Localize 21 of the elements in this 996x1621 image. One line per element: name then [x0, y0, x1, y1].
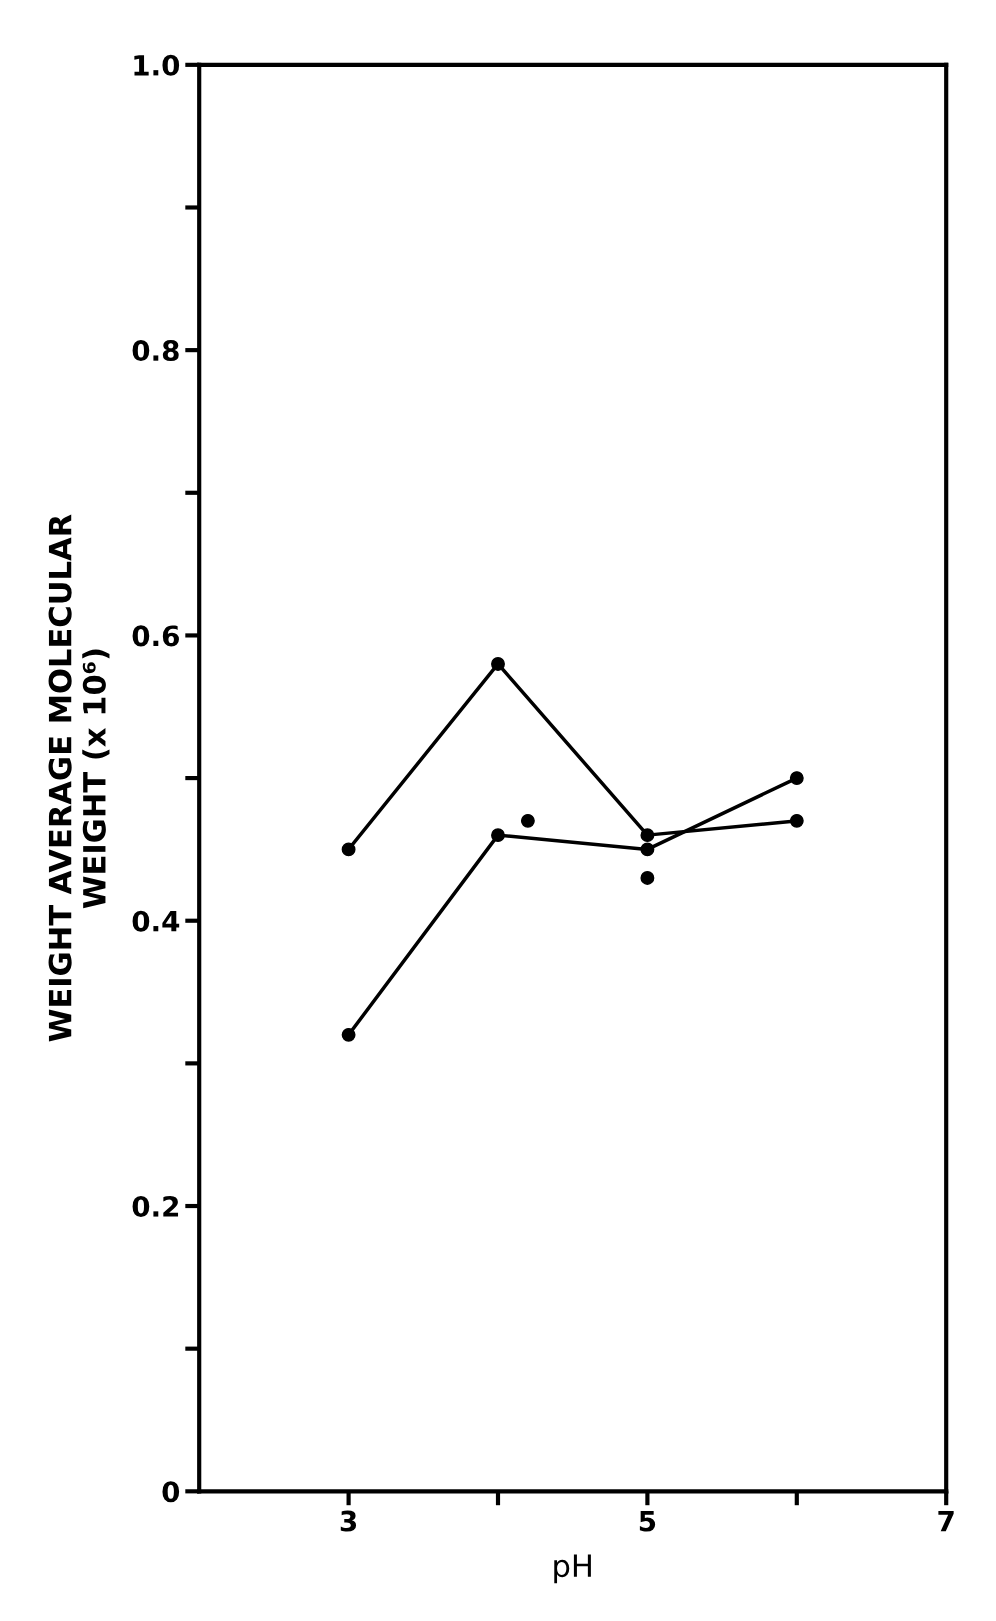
y-tick-label: 0: [162, 1481, 180, 1503]
y-tick-label: 0.8: [132, 340, 179, 362]
x-tick-label: 5: [639, 1510, 656, 1532]
point: [640, 828, 655, 843]
point: [789, 771, 804, 786]
point: [491, 828, 505, 843]
y-tick-label: 0.6: [132, 625, 179, 647]
point: [640, 870, 655, 885]
point: [520, 813, 535, 828]
y-tick-label: 0.4: [132, 910, 180, 932]
x-tick-label: 3: [340, 1510, 357, 1532]
point: [341, 1027, 356, 1042]
point: [491, 657, 505, 671]
x-tick-label: 7: [938, 1510, 954, 1532]
point: [640, 842, 655, 857]
point: [789, 813, 804, 828]
y-axis-title: WEIGHT AVERAGE MOLECULAR WEIGHT (x 10⁶): [48, 514, 110, 1042]
x-axis-title: pH: [554, 1554, 591, 1584]
y-tick-label: 1.0: [134, 54, 180, 76]
point: [341, 842, 356, 857]
y-tick-label: 0.2: [132, 1195, 179, 1217]
